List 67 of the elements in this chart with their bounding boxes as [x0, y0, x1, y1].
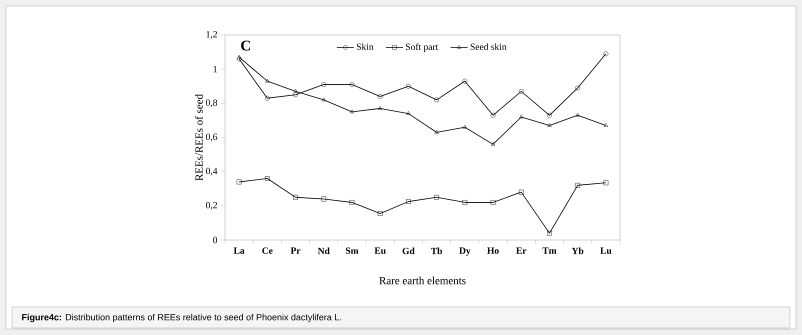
point — [321, 82, 326, 87]
x-tick-label: Nd — [318, 248, 330, 254]
point — [547, 123, 552, 127]
point — [547, 112, 552, 118]
y-tick-label: 0,6 — [206, 134, 218, 142]
x-tick-label: Dy — [459, 248, 471, 256]
legend-label: Soft part — [406, 43, 438, 52]
point — [462, 200, 468, 205]
point — [575, 86, 580, 90]
annotation: C — [241, 40, 250, 51]
text: Figure4c: Distribution patterns of REEs relative to seed of Phoenix dactylifera L. — [22, 314, 341, 322]
point — [406, 84, 411, 89]
point — [350, 109, 354, 114]
point — [264, 176, 270, 181]
point — [434, 98, 440, 102]
x-tick-label: Yb — [572, 248, 584, 254]
point — [293, 92, 298, 98]
point — [350, 200, 354, 205]
point — [321, 196, 326, 202]
point — [293, 88, 298, 93]
point — [236, 180, 242, 184]
point — [434, 194, 440, 200]
x-tick-label: Er — [516, 248, 526, 254]
point — [434, 130, 439, 134]
y-tick-label: 0,8 — [206, 99, 218, 108]
point — [518, 88, 524, 94]
legend-label: Skin — [356, 43, 374, 50]
point — [575, 182, 580, 188]
y-tick-label: 0,4 — [206, 168, 218, 176]
x-tick-label: Gd — [402, 248, 415, 254]
point — [378, 106, 382, 110]
point — [378, 211, 383, 216]
x-tick-label: Tm — [542, 248, 556, 254]
x-tick-label: Eu — [374, 248, 386, 254]
point — [265, 78, 270, 82]
point — [490, 200, 496, 205]
point — [519, 114, 524, 118]
y-tick-label: 0,2 — [206, 202, 217, 210]
point — [490, 112, 496, 118]
point — [264, 96, 270, 101]
point — [350, 82, 354, 87]
x-tick-label: Ho — [487, 248, 499, 254]
y-axis-title: REEs/REEs of seed — [194, 94, 203, 181]
point — [378, 94, 383, 99]
x-tick-label: Tb — [430, 248, 442, 254]
point — [293, 194, 298, 200]
point — [518, 190, 524, 195]
legend-label: Seed skin — [470, 43, 506, 50]
point — [490, 142, 496, 146]
point — [406, 199, 411, 204]
x-tick-label: Sm — [346, 248, 358, 254]
y-tick-label: 0 — [213, 236, 218, 244]
point — [604, 180, 608, 186]
y-tick-label: 1,2 — [206, 31, 217, 39]
point — [462, 124, 467, 129]
x-tick-label: Lu — [600, 248, 612, 254]
x-tick-label: Ce — [262, 248, 273, 254]
x-tick-label: Pr — [290, 248, 300, 254]
point — [406, 111, 411, 115]
point — [576, 112, 580, 117]
y-tick-label: 1 — [214, 66, 217, 72]
x-tick-label: La — [234, 248, 244, 254]
point — [547, 230, 552, 236]
line-series — [236, 176, 608, 236]
point — [322, 98, 326, 102]
x-axis-title: Rare earth elements — [379, 276, 466, 284]
point — [462, 78, 468, 84]
